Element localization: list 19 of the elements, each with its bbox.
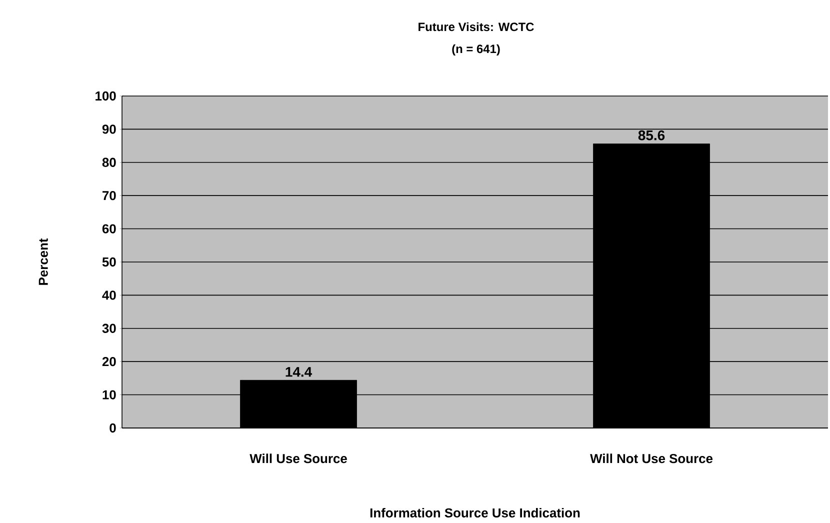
y-tick-label: 50 xyxy=(102,257,116,267)
y-tick-label: 0 xyxy=(110,423,116,433)
x-axis-title: Information Source Use Indication xyxy=(370,508,580,518)
data-label: 14.4 xyxy=(286,367,312,377)
x-tick-label: Will Not Use Source xyxy=(590,454,713,464)
y-tick-label: 90 xyxy=(102,124,116,134)
y-tick-label: 20 xyxy=(102,356,116,366)
chart-title: Future Visits: WCTC xyxy=(418,22,534,32)
x-tick-label: Will Use Source xyxy=(250,454,347,464)
y-tick-label: 70 xyxy=(102,190,116,200)
y-tick-label: 10 xyxy=(102,390,116,400)
y-tick-label: 60 xyxy=(102,224,116,234)
y-tick-label: 80 xyxy=(102,158,116,167)
y-tick-label: 30 xyxy=(102,324,116,333)
data-label: 85.6 xyxy=(638,130,665,140)
y-axis-title: Percent xyxy=(38,238,48,285)
y-tick-label: 40 xyxy=(102,290,116,300)
y-tick-label: 100 xyxy=(96,91,116,101)
chart-subtitle: (n = 641) xyxy=(452,44,500,56)
